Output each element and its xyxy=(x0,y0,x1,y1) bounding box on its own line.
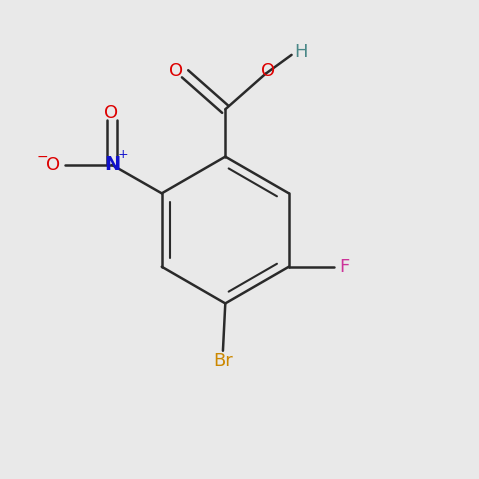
Text: O: O xyxy=(46,156,60,174)
Text: −: − xyxy=(36,149,48,163)
Text: O: O xyxy=(261,62,275,80)
Text: H: H xyxy=(294,44,308,61)
Text: O: O xyxy=(170,62,183,80)
Text: +: + xyxy=(117,148,128,161)
Text: N: N xyxy=(104,155,120,174)
Text: Br: Br xyxy=(213,352,233,370)
Text: F: F xyxy=(339,258,349,276)
Text: O: O xyxy=(104,104,118,122)
